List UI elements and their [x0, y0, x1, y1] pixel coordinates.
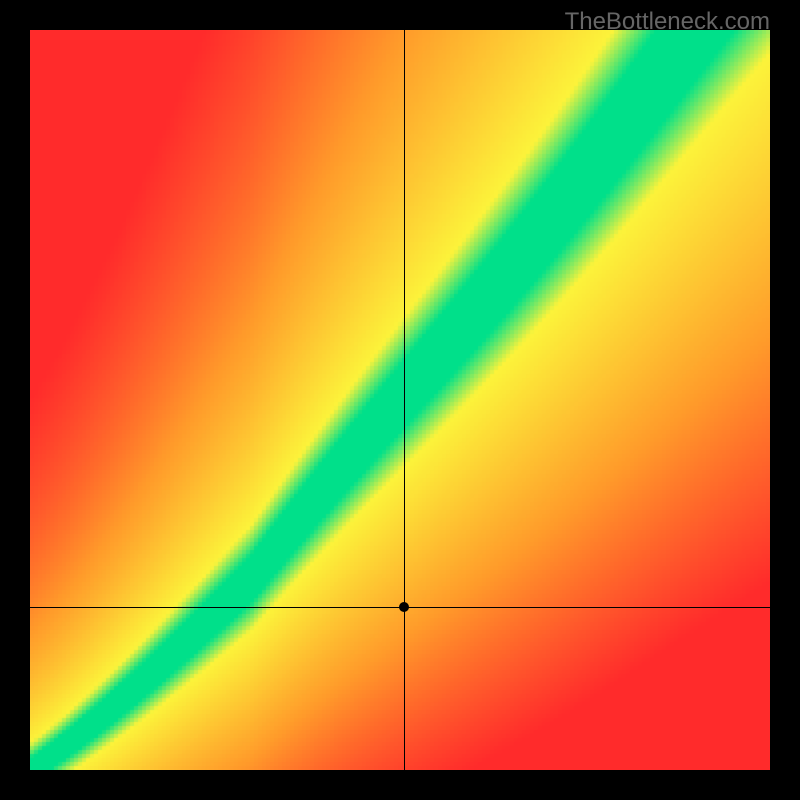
crosshair-vertical — [404, 30, 405, 770]
data-point-marker — [399, 602, 409, 612]
chart-container: TheBottleneck.com — [0, 0, 800, 800]
watermark-text: TheBottleneck.com — [565, 8, 770, 36]
plot-area — [30, 30, 770, 770]
heatmap-canvas — [30, 30, 770, 770]
